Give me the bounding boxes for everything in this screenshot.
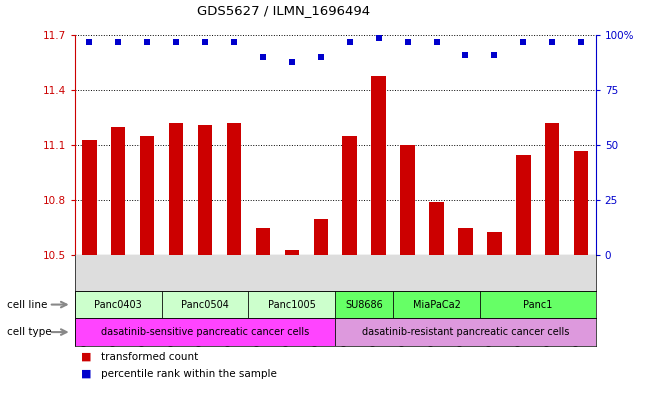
Point [460,52,471,58]
Text: cell line: cell line [7,299,47,310]
Bar [82,140,96,255]
FancyBboxPatch shape [161,291,249,318]
FancyBboxPatch shape [335,291,393,318]
Bar [198,125,212,255]
Bar [169,123,184,255]
Bar [516,154,531,255]
Point [374,35,384,41]
FancyBboxPatch shape [393,291,480,318]
Point [402,39,413,45]
Point [432,39,442,45]
Point [84,39,94,45]
Text: MiaPaCa2: MiaPaCa2 [413,299,460,310]
Bar [429,202,444,255]
Bar [574,151,589,255]
Point [200,39,210,45]
Text: cell type: cell type [7,327,51,337]
Text: Panc0403: Panc0403 [94,299,142,310]
Text: SU8686: SU8686 [345,299,383,310]
FancyBboxPatch shape [480,291,596,318]
Text: Panc0504: Panc0504 [181,299,229,310]
Bar [400,145,415,255]
Bar [256,228,270,255]
Text: Panc1005: Panc1005 [268,299,316,310]
Point [489,52,499,58]
Text: Panc1: Panc1 [523,299,553,310]
Point [113,39,124,45]
Text: GDS5627 / ILMN_1696494: GDS5627 / ILMN_1696494 [197,4,370,17]
Bar [140,136,154,255]
Text: percentile rank within the sample: percentile rank within the sample [101,369,277,379]
FancyBboxPatch shape [75,291,161,318]
FancyBboxPatch shape [75,318,335,346]
Point [547,39,557,45]
Point [344,39,355,45]
Point [171,39,182,45]
Bar [545,123,559,255]
Point [576,39,587,45]
Point [142,39,152,45]
Bar [314,219,328,255]
Point [286,59,297,65]
Bar [227,123,242,255]
Bar [487,231,502,255]
Text: ■: ■ [81,369,92,379]
Point [316,54,326,61]
Text: ■: ■ [81,352,92,362]
Text: dasatinib-sensitive pancreatic cancer cells: dasatinib-sensitive pancreatic cancer ce… [101,327,309,337]
FancyBboxPatch shape [335,318,596,346]
Point [258,54,268,61]
Point [229,39,239,45]
Bar [284,250,299,255]
Text: dasatinib-resistant pancreatic cancer cells: dasatinib-resistant pancreatic cancer ce… [362,327,569,337]
FancyBboxPatch shape [249,291,335,318]
Bar [458,228,473,255]
Bar [111,127,126,255]
Bar [342,136,357,255]
Point [518,39,529,45]
Text: transformed count: transformed count [101,352,198,362]
Bar [372,76,386,255]
